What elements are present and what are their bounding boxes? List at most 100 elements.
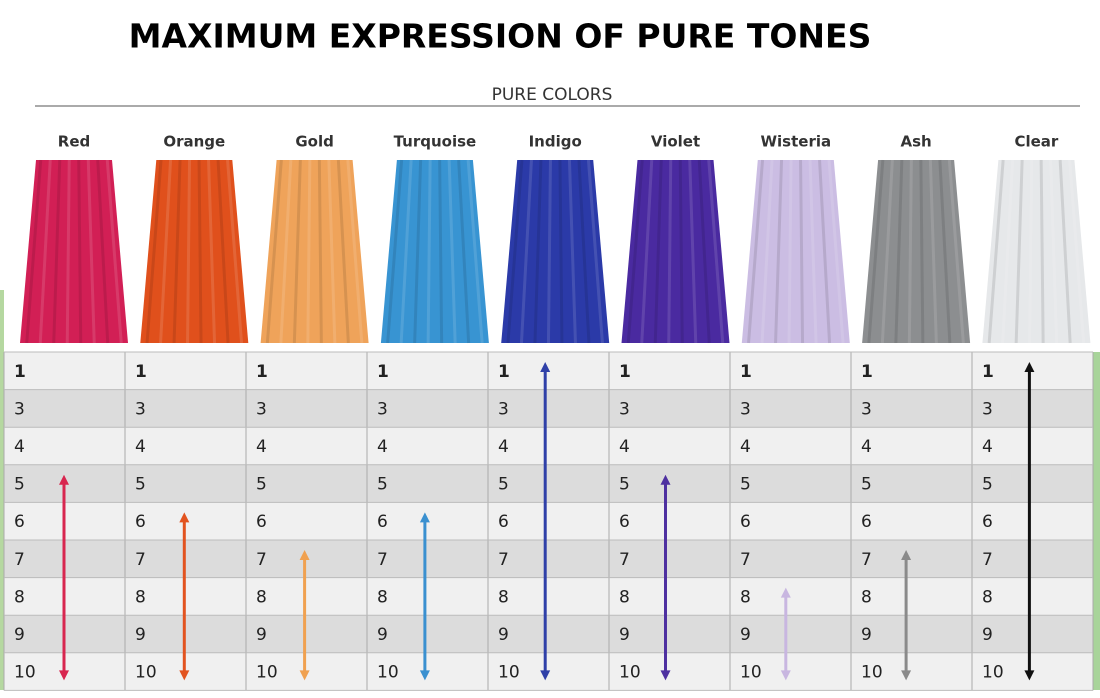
- swatch-strand: [938, 159, 952, 344]
- arrow-part: [780, 587, 791, 598]
- level: 4: [861, 437, 872, 457]
- swatch-strand: [577, 159, 591, 344]
- swatch-strand: [207, 159, 217, 344]
- level: 10: [861, 663, 883, 683]
- level: 6: [377, 512, 388, 532]
- swatch-strand: [52, 159, 62, 344]
- swatch-strand: [707, 159, 725, 344]
- level: 1: [14, 362, 26, 382]
- swatch-strand: [907, 159, 913, 344]
- swatch-strand: [317, 159, 323, 344]
- table-edge: [1092, 352, 1100, 690]
- level: 1: [861, 362, 873, 382]
- swatch-strand: [799, 159, 805, 344]
- level: 3: [861, 399, 872, 419]
- level: 6: [256, 512, 267, 532]
- level: 9: [861, 625, 872, 645]
- swatch-strand: [1068, 159, 1086, 344]
- level: 4: [740, 437, 751, 457]
- level: 9: [256, 625, 267, 645]
- level: 1: [377, 362, 389, 382]
- level: 9: [498, 625, 509, 645]
- swatch-strand: [678, 159, 684, 344]
- level: 3: [982, 399, 993, 419]
- table-row: [4, 540, 1093, 578]
- swatch-strand: [216, 159, 230, 344]
- swatch-strand: [386, 159, 404, 344]
- level: 8: [740, 587, 751, 607]
- swatch-strand: [1049, 159, 1059, 344]
- swatch-strand: [327, 159, 337, 344]
- level: 1: [135, 362, 147, 382]
- arrow-part: [419, 670, 430, 681]
- swatch-strand: [626, 159, 644, 344]
- table-row: [4, 427, 1093, 465]
- swatch-strand: [38, 159, 52, 344]
- level: 3: [135, 399, 146, 419]
- swatch-strand: [818, 159, 832, 344]
- swatch-strand: [438, 159, 444, 344]
- swatch-strand: [506, 159, 524, 344]
- color-name: Indigo: [529, 133, 582, 151]
- level: 10: [256, 663, 278, 683]
- swatch-strand: [774, 159, 784, 344]
- swatch-strand: [586, 159, 604, 344]
- swatch-strand: [653, 159, 663, 344]
- level: 5: [14, 475, 25, 495]
- swatch-strand: [197, 159, 203, 344]
- level: 10: [14, 663, 36, 683]
- level: 6: [135, 512, 146, 532]
- arrow-part: [1024, 362, 1035, 372]
- level: 1: [982, 362, 994, 382]
- swatch-strand: [567, 159, 577, 344]
- swatch-strand: [533, 159, 543, 344]
- color-name: Violet: [651, 133, 700, 151]
- swatch-strand: [827, 159, 845, 344]
- swatch-strand: [279, 159, 293, 344]
- level: 10: [377, 663, 399, 683]
- swatch: [20, 160, 128, 343]
- level: 7: [982, 550, 993, 570]
- level: 9: [740, 625, 751, 645]
- swatch: [140, 160, 249, 343]
- level: 10: [498, 663, 520, 683]
- color-name: Wisteria: [760, 133, 831, 151]
- level: 10: [135, 663, 157, 683]
- swatch-strand: [867, 159, 885, 344]
- range-arrow: [419, 512, 430, 681]
- level: 8: [135, 587, 146, 607]
- swatch-strand: [447, 159, 457, 344]
- level: 1: [740, 362, 752, 382]
- swatch-strand: [145, 159, 163, 344]
- level: 8: [861, 587, 872, 607]
- swatch-strand: [928, 159, 938, 344]
- level: 5: [135, 475, 146, 495]
- level: 9: [135, 625, 146, 645]
- range-arrow: [540, 362, 551, 681]
- swatch-strand: [413, 159, 423, 344]
- range-arrow: [780, 587, 791, 681]
- swatch-strand: [86, 159, 96, 344]
- arrow-part: [299, 670, 310, 681]
- range-arrow: [901, 550, 912, 681]
- level: 6: [740, 512, 751, 532]
- table-row: [4, 577, 1093, 616]
- subtitle: PURE COLORS: [492, 85, 613, 105]
- swatch-strand: [519, 159, 533, 344]
- level: 10: [619, 663, 641, 683]
- swatch-strand: [65, 159, 71, 344]
- swatch-strand: [292, 159, 302, 344]
- level: 10: [740, 663, 762, 683]
- level: 5: [619, 475, 630, 495]
- range-arrow: [59, 474, 69, 681]
- swatch-strand: [667, 159, 673, 344]
- swatch-strand: [399, 159, 413, 344]
- level: 5: [498, 475, 509, 495]
- arrow-part: [540, 670, 551, 681]
- level: 4: [256, 437, 267, 457]
- level: 4: [377, 437, 388, 457]
- color-name: Red: [58, 133, 90, 151]
- arrow-part: [660, 670, 671, 681]
- level: 8: [498, 587, 509, 607]
- level: 6: [619, 512, 630, 532]
